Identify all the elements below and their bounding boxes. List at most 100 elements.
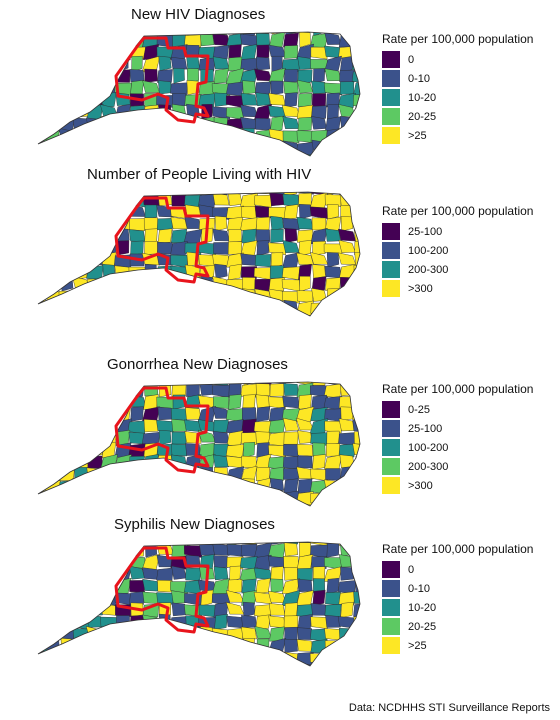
county bbox=[284, 92, 298, 108]
legend-label: 0 bbox=[408, 53, 415, 66]
county bbox=[339, 454, 355, 469]
county bbox=[338, 129, 356, 144]
county bbox=[100, 554, 118, 568]
county bbox=[18, 568, 33, 580]
county bbox=[283, 444, 299, 457]
county bbox=[38, 394, 45, 410]
county bbox=[156, 118, 174, 132]
county bbox=[242, 441, 256, 459]
county bbox=[19, 479, 32, 494]
county bbox=[87, 566, 103, 582]
county bbox=[256, 638, 270, 654]
county-cells bbox=[38, 32, 360, 156]
county bbox=[296, 466, 314, 480]
county bbox=[185, 651, 201, 665]
county bbox=[130, 406, 144, 422]
county bbox=[75, 192, 87, 196]
county bbox=[309, 542, 329, 547]
legend-title: Rate per 100,000 population bbox=[382, 204, 534, 218]
panel-people-living-with-hiv: Number of People Living with HIV Rate pe… bbox=[0, 160, 560, 340]
county bbox=[339, 479, 355, 493]
county bbox=[18, 445, 33, 457]
county bbox=[85, 652, 105, 665]
county bbox=[171, 431, 187, 445]
county bbox=[128, 32, 146, 33]
legend-title: Rate per 100,000 population bbox=[382, 542, 534, 556]
county bbox=[58, 408, 76, 422]
county bbox=[57, 650, 77, 666]
county bbox=[212, 543, 230, 556]
county bbox=[18, 194, 32, 207]
highlighted-region-outline bbox=[114, 386, 210, 474]
county bbox=[114, 140, 132, 156]
legend-label: 25-100 bbox=[408, 422, 443, 435]
county bbox=[142, 578, 160, 592]
county bbox=[86, 542, 104, 546]
county bbox=[310, 46, 328, 60]
county bbox=[229, 565, 241, 583]
county bbox=[353, 479, 360, 493]
county bbox=[143, 140, 159, 155]
county bbox=[225, 601, 245, 615]
county bbox=[100, 312, 118, 316]
legend-swatch bbox=[382, 70, 400, 87]
legend: Rate per 100,000 population 0 0-10 10-20 20… bbox=[382, 32, 552, 145]
county bbox=[43, 604, 63, 618]
legend-item: >300 bbox=[382, 476, 552, 495]
county bbox=[72, 592, 90, 606]
county bbox=[311, 603, 327, 616]
county bbox=[227, 290, 243, 303]
nc-county-map bbox=[18, 381, 361, 507]
county bbox=[86, 139, 104, 156]
county bbox=[43, 419, 63, 432]
county bbox=[353, 603, 360, 617]
county bbox=[45, 240, 61, 256]
county bbox=[157, 192, 173, 194]
county bbox=[44, 557, 62, 570]
county bbox=[311, 325, 328, 328]
county bbox=[38, 542, 46, 558]
county bbox=[353, 639, 360, 653]
county bbox=[337, 252, 357, 265]
legend-item: 100-200 bbox=[382, 241, 552, 260]
county bbox=[242, 80, 256, 95]
county bbox=[309, 653, 329, 666]
county bbox=[131, 275, 143, 292]
county bbox=[72, 56, 90, 72]
county bbox=[296, 542, 314, 544]
county bbox=[313, 32, 325, 37]
county bbox=[271, 312, 283, 316]
county bbox=[325, 228, 341, 242]
county bbox=[58, 311, 76, 316]
county bbox=[43, 192, 63, 205]
county bbox=[326, 542, 340, 558]
county bbox=[184, 216, 202, 229]
county bbox=[268, 603, 286, 616]
county bbox=[88, 395, 102, 409]
county bbox=[254, 254, 272, 268]
county bbox=[60, 43, 74, 61]
county bbox=[353, 591, 360, 604]
county bbox=[283, 555, 299, 569]
county bbox=[352, 94, 360, 108]
county bbox=[340, 661, 354, 666]
county bbox=[338, 301, 356, 314]
county bbox=[71, 382, 91, 387]
county bbox=[340, 542, 354, 545]
county bbox=[143, 419, 159, 433]
county bbox=[72, 230, 90, 244]
county bbox=[352, 277, 360, 292]
county bbox=[253, 663, 273, 666]
county bbox=[100, 33, 118, 48]
county bbox=[74, 566, 88, 581]
county bbox=[212, 192, 230, 196]
county bbox=[73, 419, 89, 433]
county bbox=[128, 218, 146, 232]
county bbox=[211, 140, 231, 156]
county bbox=[86, 382, 104, 386]
county bbox=[242, 277, 256, 291]
county bbox=[86, 324, 103, 328]
county bbox=[128, 591, 146, 606]
county bbox=[129, 676, 146, 678]
county bbox=[228, 382, 242, 386]
